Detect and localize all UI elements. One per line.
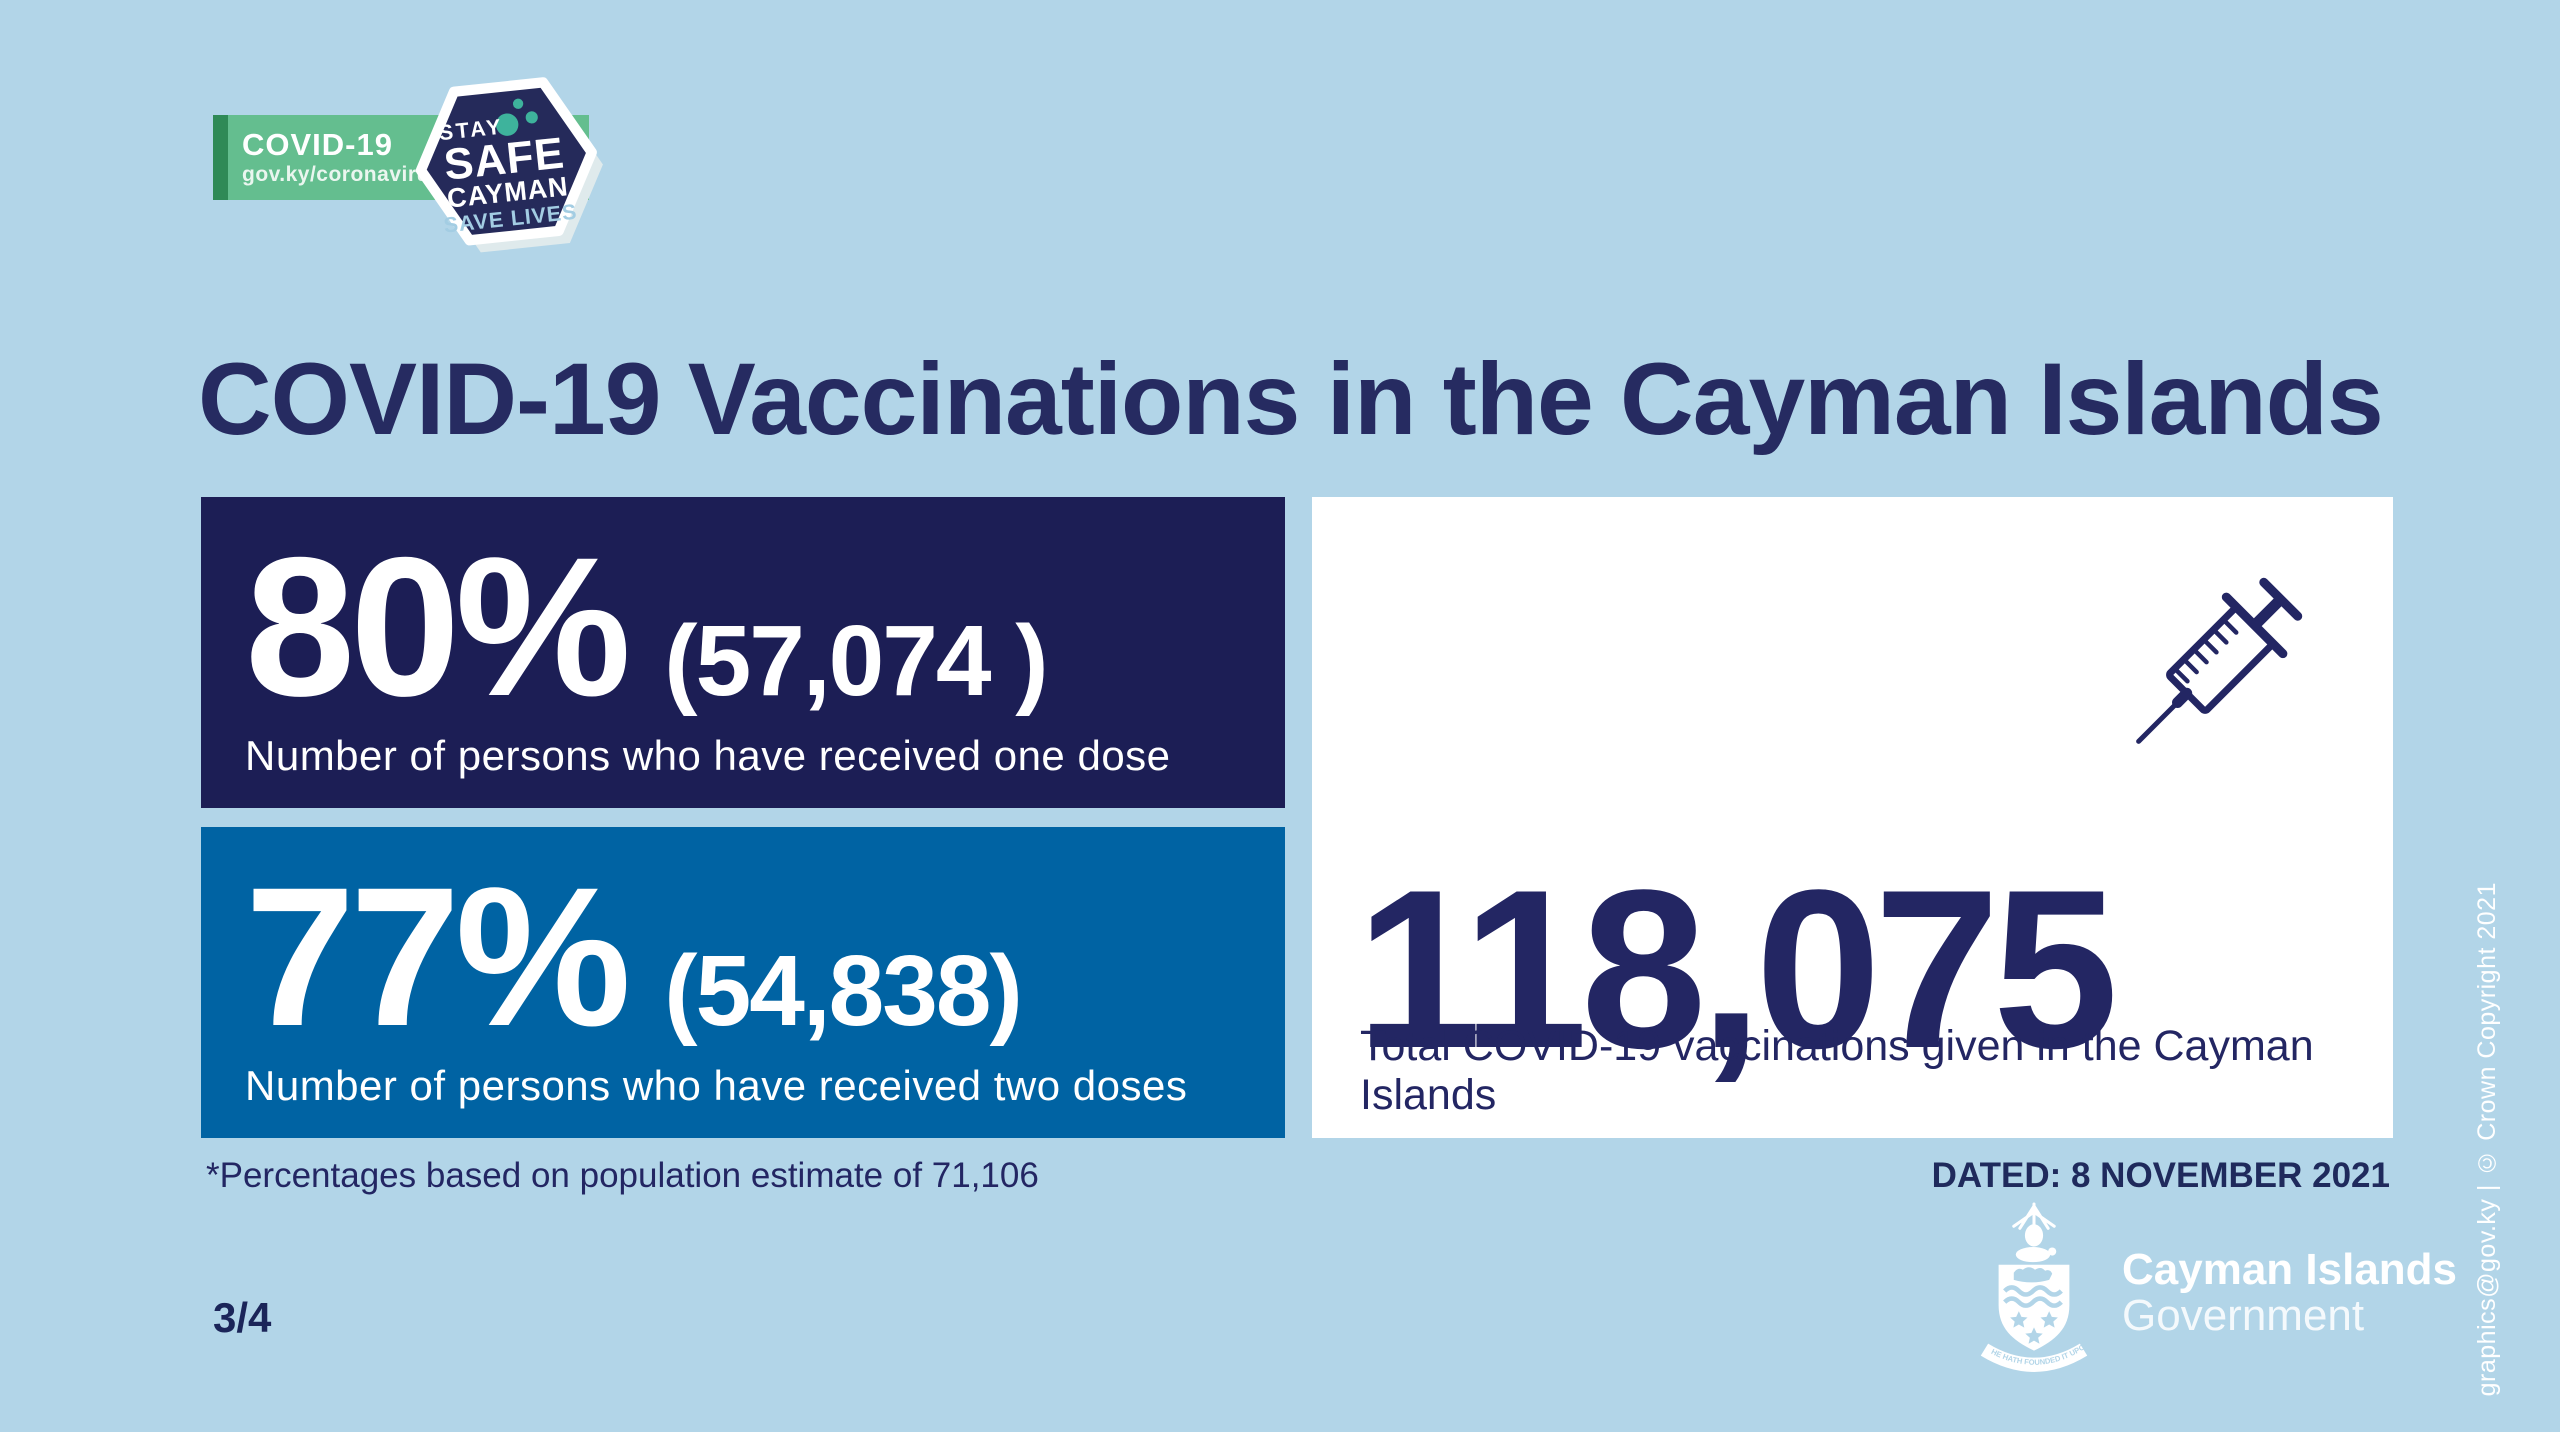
stay-safe-cayman-badge-icon: STAY SAFE CAYMAN SAVE LIVES [415, 77, 603, 253]
two-doses-stat-row: 77% (54,838) [245, 845, 1255, 1067]
dated-label: DATED: 8 NOVEMBER 2021 [1931, 1156, 2390, 1195]
government-name: Cayman Islands [2122, 1244, 2458, 1294]
one-dose-percent: 80% [245, 515, 631, 737]
one-dose-stat-row: 80% (57,074 ) [245, 515, 1255, 737]
cayman-coat-of-arms-icon: HE HATH FOUNDED IT UPON THE SEAS [1968, 1202, 2088, 1372]
two-doses-count: (54,838) [664, 934, 1022, 1047]
ribbon-subtitle: gov.ky/coronavirus [242, 162, 443, 186]
total-vaccinations-value: 118,075 [1356, 841, 2118, 1095]
bottom-edge-strip [0, 1432, 2560, 1440]
two-doses-label: Number of persons who have received two … [245, 1062, 1188, 1109]
page-number: 3/4 [213, 1294, 272, 1341]
one-dose-count: (57,074 ) [664, 604, 1048, 717]
page-title: COVID-19 Vaccinations in the Cayman Isla… [198, 342, 2384, 456]
cayman-islands-government-logo: HE HATH FOUNDED IT UPON THE SEAS Cayman … [1968, 1202, 2457, 1384]
one-dose-label: Number of persons who have received one … [245, 732, 1171, 779]
government-wordmark: Cayman Islands Government [2122, 1244, 2458, 1340]
government-subtitle: Government [2122, 1291, 2365, 1340]
syringe-icon [2136, 577, 2303, 744]
total-vaccinations-label: Total COVID-19 vaccinations given in the… [1360, 1022, 2314, 1119]
copyright-credit: graphics@gov.ky | © Crown Copyright 2021 [2473, 881, 2501, 1396]
ribbon-accent-bar [213, 115, 228, 200]
badge-dot-large [495, 113, 519, 136]
badge-dot-small-top [512, 98, 524, 109]
ribbon-title: COVID-19 [242, 127, 393, 163]
population-footnote: *Percentages based on population estimat… [206, 1156, 1039, 1195]
one-dose-stat-box: 80% (57,074 ) Number of persons who have… [201, 497, 1285, 808]
total-vaccinations-card: 118,075 Total COVID-19 vaccinations give… [1312, 497, 2393, 1138]
two-doses-percent: 77% [245, 845, 631, 1067]
badge-dot-small-right [525, 111, 538, 124]
two-doses-stat-box: 77% (54,838) Number of persons who have … [201, 827, 1285, 1138]
